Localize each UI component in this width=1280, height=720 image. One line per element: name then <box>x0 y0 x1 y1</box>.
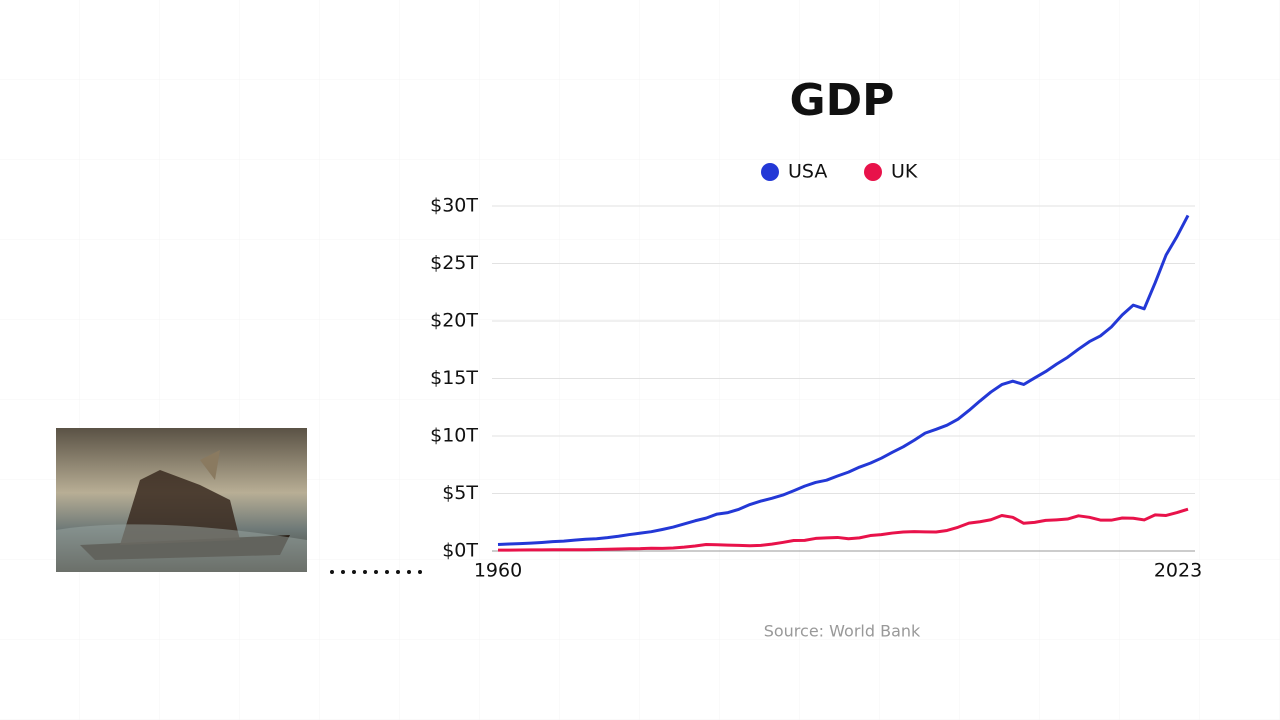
x-tick-label: 1960 <box>474 560 522 582</box>
painting <box>56 428 307 572</box>
legend-marker <box>864 163 882 181</box>
y-tick-label: $30T <box>430 195 478 217</box>
connector-dots <box>330 570 422 574</box>
y-tick-label: $25T <box>430 252 478 274</box>
chart-title: GDP <box>790 75 895 126</box>
line-series <box>497 214 1190 547</box>
y-tick-label: $5T <box>442 482 478 504</box>
y-tick-label: $10T <box>430 425 478 447</box>
legend-marker <box>761 163 779 181</box>
source: Source: World Bank <box>764 622 921 641</box>
line-series <box>497 507 1189 552</box>
x-tick-label: 2023 <box>1154 560 1202 582</box>
y-tick-label: $20T <box>430 310 478 332</box>
y-tick-label: $0T <box>442 540 478 562</box>
legend-label: USA <box>788 161 827 183</box>
y-tick-label: $15T <box>430 367 478 389</box>
legend-label: UK <box>891 161 918 183</box>
